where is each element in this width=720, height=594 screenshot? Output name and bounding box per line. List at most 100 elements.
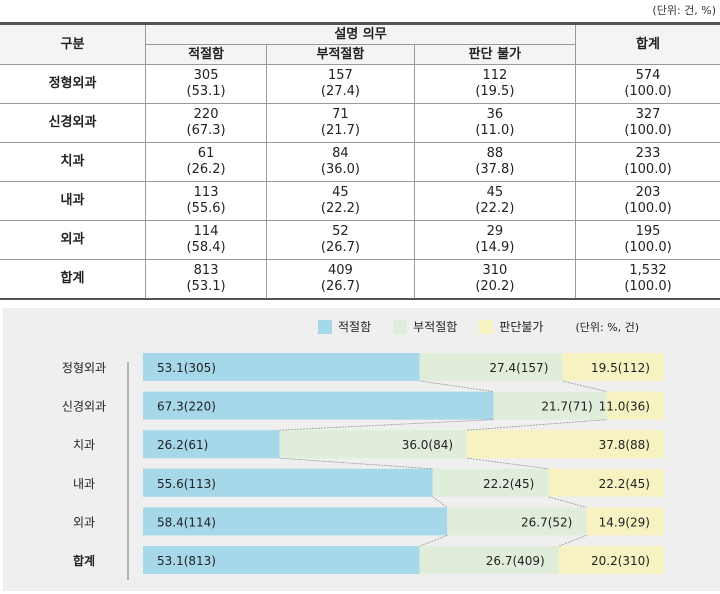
cell-percent: (22.2) [320,201,360,216]
cell-percent: (26.7) [320,240,360,255]
bar-segment [548,468,664,497]
connector-line [548,496,587,508]
table-row: 신경외과 220 (67.3) 71 (21.7) 36 (11.0) 327 (100.0) [0,103,720,143]
category-label: 내과 [73,477,95,491]
header-appropriate: 적절함 [145,44,268,65]
cell-percent: (22.2) [475,201,515,216]
category-label: 신경외과 [62,400,106,414]
bar-segment [143,468,433,497]
data-label: 11.0(36) [599,400,650,414]
table-cell: 88 (37.8) [413,142,577,182]
cell-percent: (100.0) [624,162,672,177]
connector-line [467,419,607,431]
cell-percent: (26.2) [186,162,226,177]
cell-count: 574 [635,68,661,83]
cell-percent: (20.2) [475,279,515,294]
cell-percent: (100.0) [624,123,672,138]
legend-swatch [393,319,408,334]
data-label: 26.7(52) [521,515,572,529]
table-row: 외과 114 (58.4) 52 (26.7) 29 (14.9) 195 (100.0) [0,220,720,260]
cell-count: 157 [328,68,353,83]
data-label: 14.9(29) [599,515,650,529]
bar-segment [143,430,280,459]
cell-percent: (21.7) [320,123,360,138]
connector-line [558,535,587,547]
cell-percent: (100.0) [624,279,672,294]
connector-line [419,535,448,547]
table-cell: 157 (27.4) [266,64,415,104]
header-inappropriate: 부적절함 [266,44,415,65]
bar-segment [467,430,664,459]
table-cell: 310 (20.2) [413,259,577,300]
category-label: 치과 [73,438,95,452]
cell-percent: (53.1) [186,279,226,294]
legend-label: 적절함 [338,320,372,334]
table-cell: 1,532 (100.0) [575,259,720,300]
data-table: 구분 설명 의무 합계 적절함 부적절함 판단 불가 정형외과 305 (53.1)… [0,22,720,300]
table-cell: 84 (36.0) [266,142,415,182]
data-label: 53.1(813) [157,554,216,568]
bar-segment [143,391,494,420]
connector-line [562,380,607,392]
bar-segment [558,546,664,574]
bar-segment [493,391,607,420]
cell-count: 310 [482,263,508,278]
cell-count: 52 [332,224,349,239]
chart-unit-note: (단위: %, 건) [575,320,640,334]
data-label: 37.8(88) [599,438,650,452]
cell-count: 71 [332,107,349,122]
legend-label: 부적절함 [413,320,458,334]
table-cell: 195 (100.0) [575,220,720,260]
bar-segment [447,507,587,536]
table-row: 정형외과 305 (53.1) 157 (27.4) 112 (19.5) 574 (100.0… [0,64,720,104]
table-cell: 29 (14.9) [413,220,577,260]
cell-count: 45 [332,185,349,200]
cell-count: 233 [635,146,661,161]
data-label: 20.2(310) [591,554,650,568]
data-label: 26.7(409) [486,554,545,568]
cell-count: 195 [635,224,661,239]
chart-legend: 적절함 부적절함 판단불가 (단위: %, 건) [318,318,639,335]
row-label: 외과 [0,220,146,260]
cell-percent: (27.4) [320,84,360,99]
data-label: 53.1(305) [157,361,216,375]
data-label: 36.0(84) [402,438,453,452]
table-cell: 813 (53.1) [144,259,268,300]
legend-label: 판단불가 [499,320,544,334]
connector-line [279,419,494,431]
cell-percent: (37.8) [475,162,515,177]
table-row: 내과 113 (55.6) 45 (22.2) 45 (22.2) 203 (100.0) [0,181,720,221]
cell-count: 813 [193,263,219,278]
connector-line [467,457,549,470]
bar-segment [419,353,563,381]
bar-segment [606,391,664,420]
bar-segment [143,353,420,381]
cell-count: 45 [486,185,504,200]
cell-percent: (53.1) [186,84,226,99]
table-cell: 45 (22.2) [266,181,415,221]
cell-percent: (26.7) [320,279,360,294]
cell-count: 113 [193,185,219,200]
header-category: 구분 [0,23,146,65]
cell-percent: (67.3) [186,123,226,138]
data-label: 22.2(45) [599,477,650,491]
cell-percent: (58.4) [186,240,226,255]
data-label: 55.6(113) [157,477,216,491]
cell-percent: (55.6) [186,201,226,216]
table-cell: 203 (100.0) [575,181,720,221]
cell-count: 29 [486,224,504,239]
cell-percent: (100.0) [624,84,672,99]
data-label: 19.5(112) [591,361,650,375]
category-label: 외과 [73,515,95,529]
bar-segment [143,507,448,536]
cell-percent: (36.0) [320,162,360,177]
data-label: 58.4(114) [157,515,216,529]
row-label: 신경외과 [0,103,146,143]
bar-segment [562,353,664,381]
legend-item-inappropriate: 부적절함 [393,318,457,335]
cell-percent: (100.0) [624,240,672,255]
bar-segment [143,546,420,574]
cell-count: 1,532 [629,263,667,278]
cell-count: 36 [486,107,504,122]
data-label: 21.7(71) [541,400,592,414]
